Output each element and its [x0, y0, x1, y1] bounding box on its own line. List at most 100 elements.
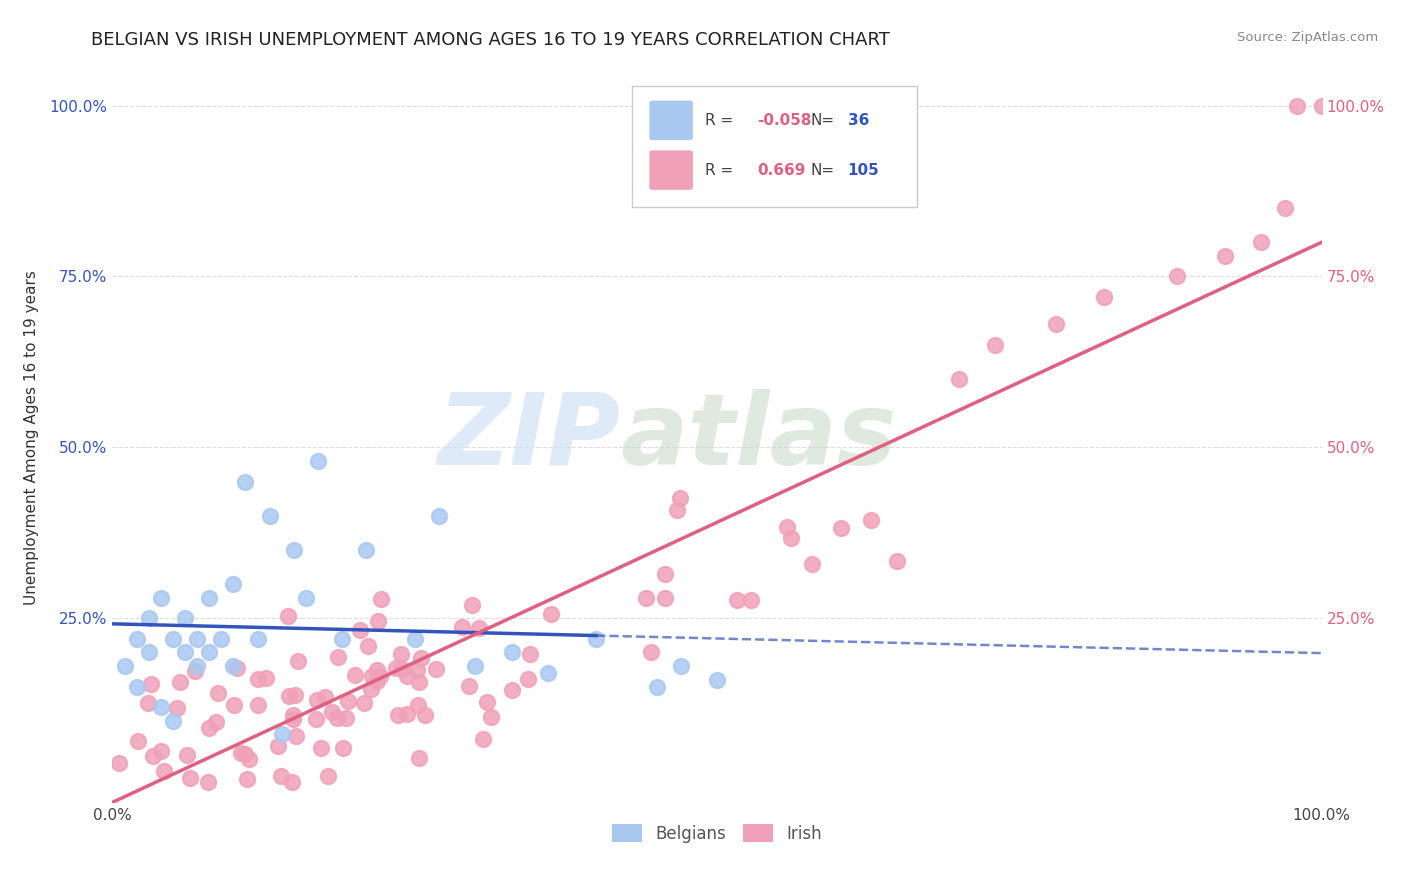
Point	[198, 722, 221, 736]
Point	[475, 695, 498, 709]
Point	[1286, 98, 1309, 112]
Point	[207, 685, 229, 699]
Point	[408, 675, 430, 690]
Point	[138, 645, 160, 659]
Point	[332, 740, 354, 755]
Point	[127, 734, 149, 748]
Point	[337, 694, 360, 708]
Point	[222, 659, 245, 673]
Point	[353, 697, 375, 711]
Point	[197, 775, 219, 789]
Point	[780, 531, 803, 545]
Point	[585, 632, 607, 646]
Point	[270, 727, 292, 741]
Point	[360, 681, 382, 696]
Point	[1213, 249, 1236, 263]
Point	[357, 639, 380, 653]
Point	[222, 577, 245, 591]
Point	[254, 671, 277, 685]
Point	[186, 632, 208, 646]
Point	[179, 772, 201, 786]
Point	[1166, 269, 1188, 284]
Point	[636, 591, 658, 605]
Point	[645, 680, 668, 694]
Point	[830, 521, 852, 535]
Point	[984, 338, 1007, 352]
Point	[204, 715, 226, 730]
Point	[725, 592, 748, 607]
Point	[404, 632, 426, 646]
Point	[1250, 235, 1272, 250]
Point	[222, 698, 245, 713]
Point	[259, 508, 281, 523]
Point	[395, 669, 418, 683]
Point	[406, 698, 429, 712]
Point	[136, 696, 159, 710]
Point	[516, 672, 538, 686]
Point	[360, 669, 382, 683]
Text: -0.058: -0.058	[756, 113, 811, 128]
Point	[501, 682, 523, 697]
Point	[537, 665, 560, 680]
Point	[706, 673, 728, 687]
Point	[318, 769, 340, 783]
Point	[108, 756, 131, 770]
Point	[1045, 318, 1067, 332]
Point	[948, 372, 970, 386]
Point	[281, 712, 304, 726]
Point	[138, 611, 160, 625]
Point	[349, 623, 371, 637]
Point	[326, 711, 349, 725]
Point	[366, 674, 388, 689]
FancyBboxPatch shape	[650, 151, 693, 190]
Point	[287, 654, 309, 668]
Point	[1310, 98, 1333, 112]
Point	[801, 557, 824, 571]
Point	[464, 659, 486, 673]
Point	[246, 673, 269, 687]
Point	[669, 491, 692, 506]
Point	[654, 566, 676, 581]
Text: 105: 105	[848, 162, 879, 178]
Point	[150, 744, 173, 758]
Point	[370, 591, 392, 606]
Point	[283, 542, 305, 557]
Point	[519, 648, 541, 662]
Point	[406, 663, 429, 677]
Point	[368, 668, 391, 682]
Point	[231, 746, 253, 760]
Point	[267, 739, 290, 753]
Point	[387, 708, 409, 723]
Point	[356, 542, 378, 557]
Text: atlas: atlas	[620, 389, 897, 485]
Point	[396, 707, 419, 722]
Point	[330, 632, 353, 646]
Text: N=: N=	[810, 162, 834, 178]
Point	[307, 454, 329, 468]
Point	[149, 700, 172, 714]
Text: 0.669: 0.669	[756, 162, 806, 178]
Point	[277, 609, 299, 624]
Point	[246, 632, 269, 646]
Point	[366, 664, 388, 678]
Point	[408, 751, 430, 765]
FancyBboxPatch shape	[633, 86, 917, 207]
Point	[501, 645, 523, 659]
Point	[183, 664, 205, 678]
Text: ZIP: ZIP	[437, 389, 620, 485]
Point	[246, 698, 269, 712]
Point	[169, 675, 191, 690]
Point	[284, 688, 307, 702]
Point	[413, 708, 436, 723]
Point	[860, 513, 883, 527]
Point	[305, 693, 328, 707]
Point	[425, 662, 447, 676]
Point	[669, 659, 692, 673]
Point	[166, 701, 188, 715]
Point	[740, 592, 762, 607]
Point	[343, 667, 366, 681]
Point	[233, 747, 256, 761]
Point	[468, 621, 491, 635]
Point	[427, 508, 450, 523]
Point	[225, 661, 247, 675]
